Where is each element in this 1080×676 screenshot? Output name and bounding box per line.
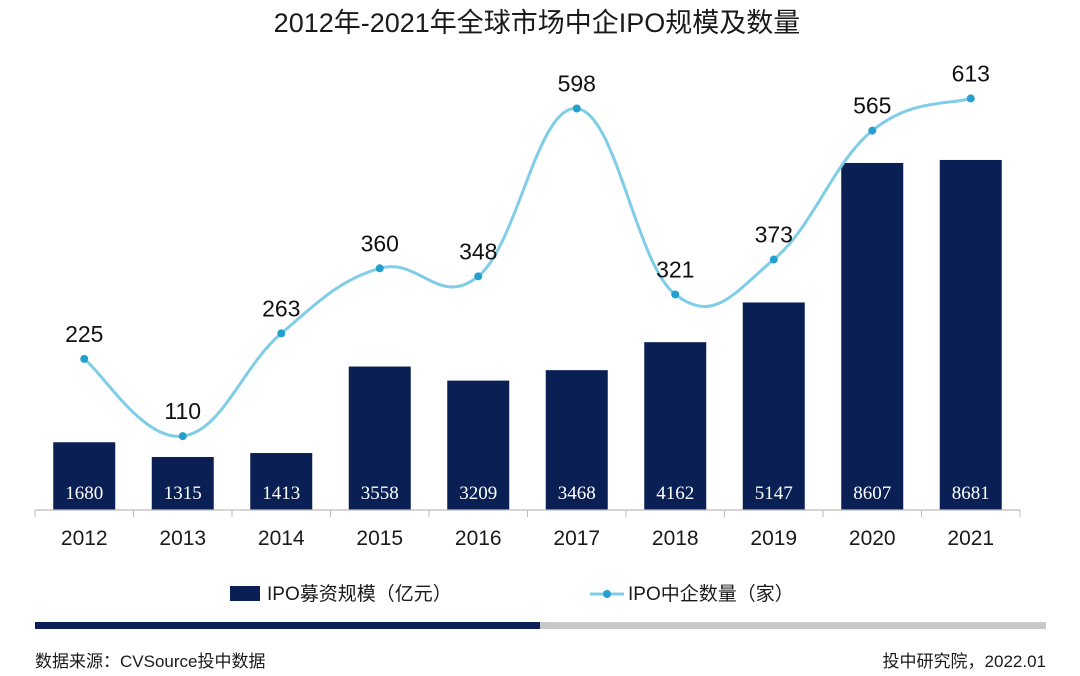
bar-value-label-2016: 3209 bbox=[459, 483, 497, 504]
chart-title: 2012年-2021年全球市场中企IPO规模及数量 bbox=[274, 8, 801, 38]
category-label-2017: 2017 bbox=[553, 527, 600, 550]
line-labels-group: 225 110 263 360 348 598 321 373 565 613 bbox=[65, 60, 990, 424]
category-label-2012: 2012 bbox=[61, 527, 108, 550]
line-value-label-2020: 565 bbox=[853, 93, 891, 119]
bar-value-label-2012: 1680 bbox=[65, 483, 103, 504]
divider-gray bbox=[540, 622, 1046, 629]
category-label-2021: 2021 bbox=[947, 527, 994, 550]
bar-value-label-2017: 3468 bbox=[558, 483, 596, 504]
series-line-ipo-count bbox=[83, 96, 972, 438]
line-value-label-2018: 321 bbox=[656, 256, 694, 282]
bars-group bbox=[53, 159, 1002, 511]
bar-labels-group: 1680 1315 1413 3558 3209 3468 4162 5147 8607 8681 bbox=[65, 483, 990, 504]
divider-dark bbox=[35, 622, 540, 629]
bar-value-label-2021: 8681 bbox=[952, 483, 990, 504]
bar-2012 bbox=[53, 442, 116, 510]
line-point-2016 bbox=[474, 272, 483, 281]
bar-value-label-2019: 5147 bbox=[755, 483, 793, 504]
bar-2021 bbox=[939, 159, 1002, 511]
line-point-2014 bbox=[277, 329, 286, 338]
bar-value-label-2014: 1413 bbox=[262, 483, 300, 504]
legend-bar-label: IPO募资规模（亿元） bbox=[267, 583, 452, 605]
line-value-label-2021: 613 bbox=[952, 60, 990, 86]
line-point-2019 bbox=[769, 255, 778, 264]
line-value-label-2017: 598 bbox=[558, 70, 596, 96]
bar-2018 bbox=[644, 342, 707, 510]
line-value-label-2013: 110 bbox=[164, 398, 201, 424]
line-value-label-2019: 373 bbox=[755, 222, 793, 248]
line-point-2021 bbox=[966, 94, 975, 103]
source-note: 数据来源：CVSource投中数据 bbox=[35, 652, 265, 671]
category-label-2018: 2018 bbox=[652, 527, 699, 550]
x-ticks-group bbox=[34, 510, 1021, 517]
bar-2013 bbox=[151, 456, 214, 510]
bar-value-label-2015: 3558 bbox=[361, 483, 399, 504]
bar-value-label-2013: 1315 bbox=[164, 483, 202, 504]
bar-2019 bbox=[742, 302, 805, 510]
category-label-2014: 2014 bbox=[258, 527, 305, 550]
bar-2017 bbox=[545, 370, 608, 510]
legend-line-marker bbox=[603, 590, 611, 598]
line-value-label-2014: 263 bbox=[262, 295, 300, 321]
line-points-group bbox=[80, 94, 975, 441]
bar-value-label-2020: 8607 bbox=[853, 483, 891, 504]
category-label-2019: 2019 bbox=[750, 527, 797, 550]
category-label-2020: 2020 bbox=[849, 527, 896, 550]
line-value-label-2016: 348 bbox=[459, 238, 497, 264]
bar-value-label-2018: 4162 bbox=[656, 483, 694, 504]
bar-2015 bbox=[348, 366, 411, 510]
bar-2014 bbox=[250, 453, 313, 510]
bar-2016 bbox=[447, 380, 510, 510]
bar-2020 bbox=[841, 162, 904, 510]
category-labels-group: 2012 2013 2014 2015 2016 2017 2018 2019 2020 2021 bbox=[61, 527, 994, 550]
line-point-2020 bbox=[868, 126, 877, 135]
category-label-2013: 2013 bbox=[159, 527, 206, 550]
legend-line-label: IPO中企数量（家） bbox=[628, 583, 794, 605]
line-point-2012 bbox=[80, 354, 89, 363]
line-point-2015 bbox=[375, 264, 384, 273]
line-point-2013 bbox=[178, 432, 187, 441]
line-value-label-2015: 360 bbox=[361, 230, 399, 256]
line-value-label-2012: 225 bbox=[65, 321, 103, 347]
line-point-2017 bbox=[572, 104, 581, 113]
line-point-2018 bbox=[671, 290, 680, 299]
category-label-2015: 2015 bbox=[356, 527, 403, 550]
publisher-note: 投中研究院，2022.01 bbox=[883, 652, 1046, 671]
legend-bar-swatch bbox=[230, 586, 260, 601]
category-label-2016: 2016 bbox=[455, 527, 502, 550]
